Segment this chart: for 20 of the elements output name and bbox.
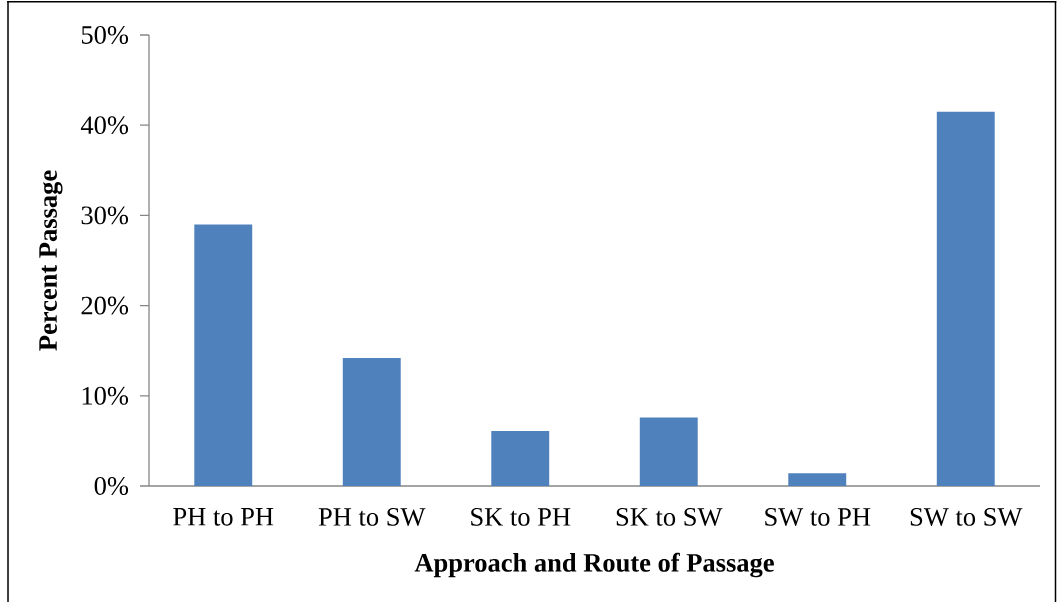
y-tick-label: 50% bbox=[81, 26, 129, 44]
bar bbox=[788, 473, 847, 486]
y-tick-label: 30% bbox=[81, 206, 129, 225]
x-tick-label: SK to PH bbox=[471, 508, 571, 526]
x-tick-label: SK to SW bbox=[616, 508, 723, 526]
y-tick-label: 0% bbox=[94, 477, 129, 495]
y-tick-label: 40% bbox=[80, 116, 129, 135]
x-tick-label: PH to PH bbox=[173, 508, 274, 526]
y-tick-label: 20% bbox=[81, 296, 129, 315]
x-tick-label: SW to PH bbox=[765, 508, 871, 526]
bar bbox=[639, 417, 698, 486]
x-axis-title: Approach and Route of Passage bbox=[414, 552, 774, 578]
bar bbox=[342, 357, 401, 486]
bar bbox=[936, 111, 995, 486]
bar bbox=[491, 430, 550, 486]
y-axis-title: Percent Passage bbox=[39, 170, 63, 351]
x-tick-label: PH to SW bbox=[318, 508, 426, 526]
y-tick-label: 10% bbox=[82, 386, 129, 405]
bar bbox=[194, 224, 253, 486]
x-tick-label: SW to SW bbox=[910, 508, 1023, 526]
